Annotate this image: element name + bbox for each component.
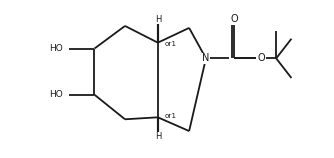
Text: HO: HO	[49, 90, 62, 99]
Text: O: O	[230, 14, 238, 24]
Text: or1: or1	[164, 41, 176, 47]
Text: H: H	[155, 132, 161, 141]
Text: or1: or1	[164, 113, 176, 119]
Text: O: O	[257, 53, 265, 63]
Text: H: H	[155, 15, 161, 24]
Text: N: N	[202, 53, 210, 63]
Text: HO: HO	[49, 44, 62, 53]
